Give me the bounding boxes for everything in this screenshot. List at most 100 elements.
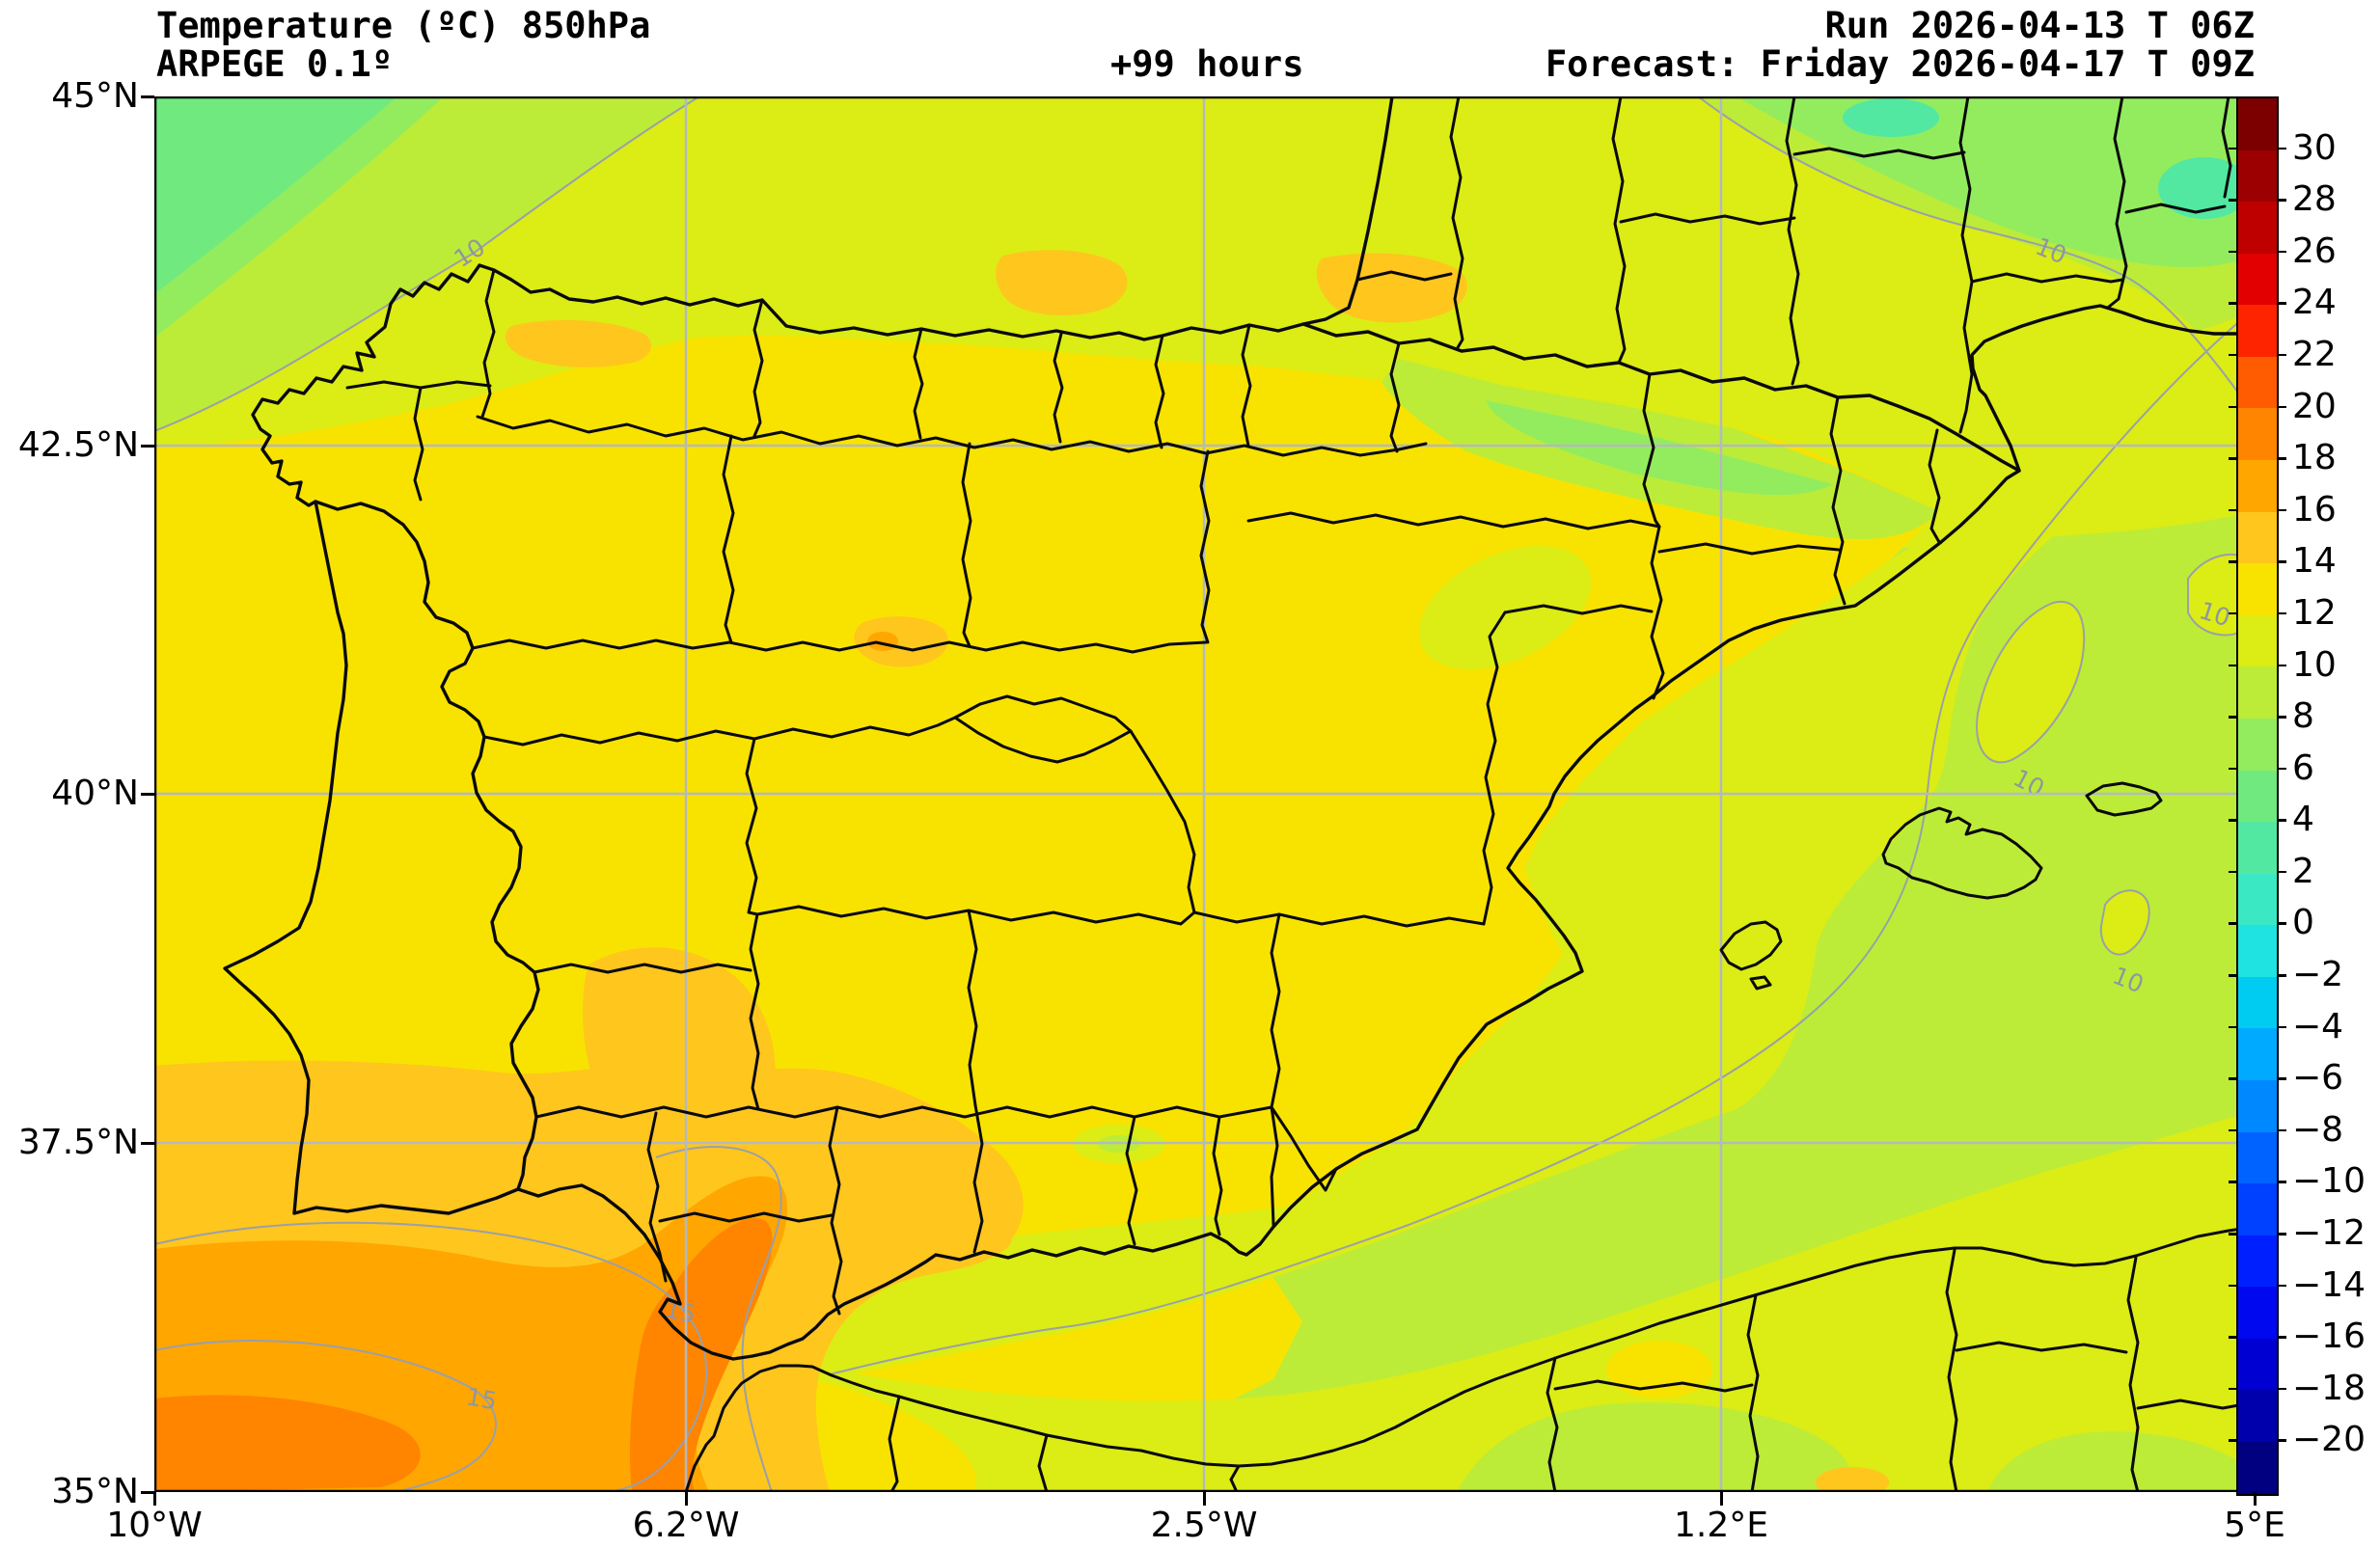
border-fr-v1 <box>1449 95 1464 351</box>
fill-pyrenees-6-8 <box>1486 400 1833 496</box>
colorbar-tick-left <box>2229 870 2238 874</box>
admin-borders <box>223 95 2257 1361</box>
colorbar-tick-right <box>2277 922 2286 925</box>
colorbar-tick-label: −12 <box>2292 1213 2366 1254</box>
contour-10-france <box>1697 95 2256 416</box>
colorbar-tick-left <box>2229 560 2238 563</box>
colorbar-tick-right <box>2277 353 2286 357</box>
fill-amber-duero-14-16 <box>854 616 948 667</box>
border-basque-b <box>1154 334 1165 449</box>
colorbar-tick-left <box>2229 1233 2238 1236</box>
colorbar-segment <box>2238 1183 2277 1236</box>
colorbar-tick-right <box>2277 1336 2286 1339</box>
colorbar-tick-right <box>2277 1025 2286 1029</box>
y-tick-label: 45°N <box>51 76 139 116</box>
coastline-ibiza <box>1719 920 1783 971</box>
y-tick-label: 42.5°N <box>17 425 139 465</box>
y-tick-label: 35°N <box>51 1472 139 1511</box>
border-aragon-cat <box>1642 372 1665 700</box>
border-cyl-v2 <box>961 442 972 648</box>
border-af-h2 <box>1955 1341 2128 1354</box>
border-portugal-spain <box>314 500 540 1191</box>
contour-10-ring-menorca <box>2099 889 2150 956</box>
border-fr-h3 <box>1792 147 1966 160</box>
colorbar-segment <box>2238 925 2277 977</box>
x-tick-label: 10°W <box>106 1506 203 1545</box>
fill-amber-cantabria-14-16 <box>505 319 652 367</box>
border-clm-h <box>755 905 1486 928</box>
border-huelva-sevilla <box>646 1111 668 1283</box>
colorbar-tick-right <box>2277 1284 2286 1288</box>
border-cantabrian-south <box>476 415 1428 457</box>
colorbar-tick-left <box>2229 1284 2238 1288</box>
colorbar-segment <box>2238 563 2277 615</box>
colorbar-tick-left <box>2229 974 2238 977</box>
colorbar-tick-left <box>2229 922 2238 925</box>
border-navarra-east <box>1389 341 1401 453</box>
border-af-4 <box>1945 1248 1958 1494</box>
colorbar-tick-right <box>2277 147 2286 150</box>
colorbar-tick-label: 8 <box>2292 696 2314 737</box>
contour-15-corner <box>153 1340 497 1493</box>
border-madrid-north <box>953 694 1133 733</box>
colorbar-tick-left <box>2229 1077 2238 1080</box>
border-pyrenees <box>1301 322 2021 473</box>
border-granada-almeria <box>1212 1115 1223 1236</box>
colorbar-segment <box>2238 356 2277 409</box>
colorbar-tick-left <box>2229 1387 2238 1391</box>
fill-deeporange-guadalquivir-18-20 <box>630 1218 773 1492</box>
border-fr-h5 <box>2124 203 2227 214</box>
colorbar-tick-right <box>2277 508 2286 512</box>
border-valencia-west <box>1482 611 1507 926</box>
x-tick-label: 2.5°W <box>1150 1506 1258 1545</box>
border-sistema-central <box>482 716 957 747</box>
border-af-7 <box>1037 1433 1049 1494</box>
border-af-5 <box>2126 1256 2140 1494</box>
colorbar-segment <box>2238 305 2277 357</box>
colorbar-tick-right <box>2277 250 2286 254</box>
colorbar-tick-label: 22 <box>2292 334 2337 374</box>
run-label: Run 2026-04-13 T 06Z <box>1824 5 2255 46</box>
coastline-mallorca <box>1881 806 2043 900</box>
colorbar-tick-label: 4 <box>2292 800 2314 840</box>
x-axis-tick <box>153 1492 156 1506</box>
colorbar-segment <box>2238 460 2277 512</box>
fill-algeria-8-10-b <box>1987 1431 2255 1492</box>
fill-blob-10-12-south-menorca <box>2100 890 2149 955</box>
fill-orange-duero-dot-16-18 <box>867 632 898 651</box>
border-cordoba-granada <box>972 1103 984 1254</box>
colorbar-tick-label: 26 <box>2292 231 2337 271</box>
colorbar-tick-right <box>2277 405 2286 409</box>
colorbar-tick-right <box>2277 1233 2286 1236</box>
colorbar-tick-left <box>2229 819 2238 822</box>
colorbar-tick-label: 12 <box>2292 592 2337 633</box>
border-caceres-badajoz <box>533 963 752 974</box>
colorbar-tick-label: 18 <box>2292 438 2337 478</box>
x-tick-label: 5°E <box>2224 1506 2285 1545</box>
y-axis-tick <box>141 1142 154 1145</box>
y-axis-tick <box>141 1491 154 1494</box>
contour-15-guadalquivir <box>655 1146 782 1493</box>
colorbar-tick-right <box>2277 974 2286 977</box>
border-asturias-cantabria <box>752 298 764 438</box>
y-tick-label: 37.5°N <box>17 1123 139 1162</box>
fill-amber-coast-14-16 <box>882 1214 1012 1260</box>
colorbar-segment <box>2238 976 2277 1029</box>
border-cat-v <box>1829 395 1847 606</box>
border-clm-v <box>967 909 978 1107</box>
border-basque-a <box>1053 332 1064 444</box>
x-axis-tick <box>685 1492 688 1506</box>
colorbar-tick-left <box>2229 147 2238 150</box>
colorbar <box>2236 96 2279 1496</box>
border-fr-v3 <box>1785 95 1800 386</box>
y-axis-tick <box>141 793 154 796</box>
border-fr-v2 <box>1611 95 1627 365</box>
colorbar-tick-right <box>2277 302 2286 305</box>
coastline-iberia-france <box>223 95 2257 1361</box>
border-fr-h2 <box>1619 212 1796 226</box>
border-af-h1 <box>1553 1379 1754 1393</box>
fill-amber-ebro-b-14-16 <box>1316 253 1467 323</box>
coastline-africa <box>684 1225 2257 1494</box>
colorbar-segment <box>2238 511 2277 564</box>
